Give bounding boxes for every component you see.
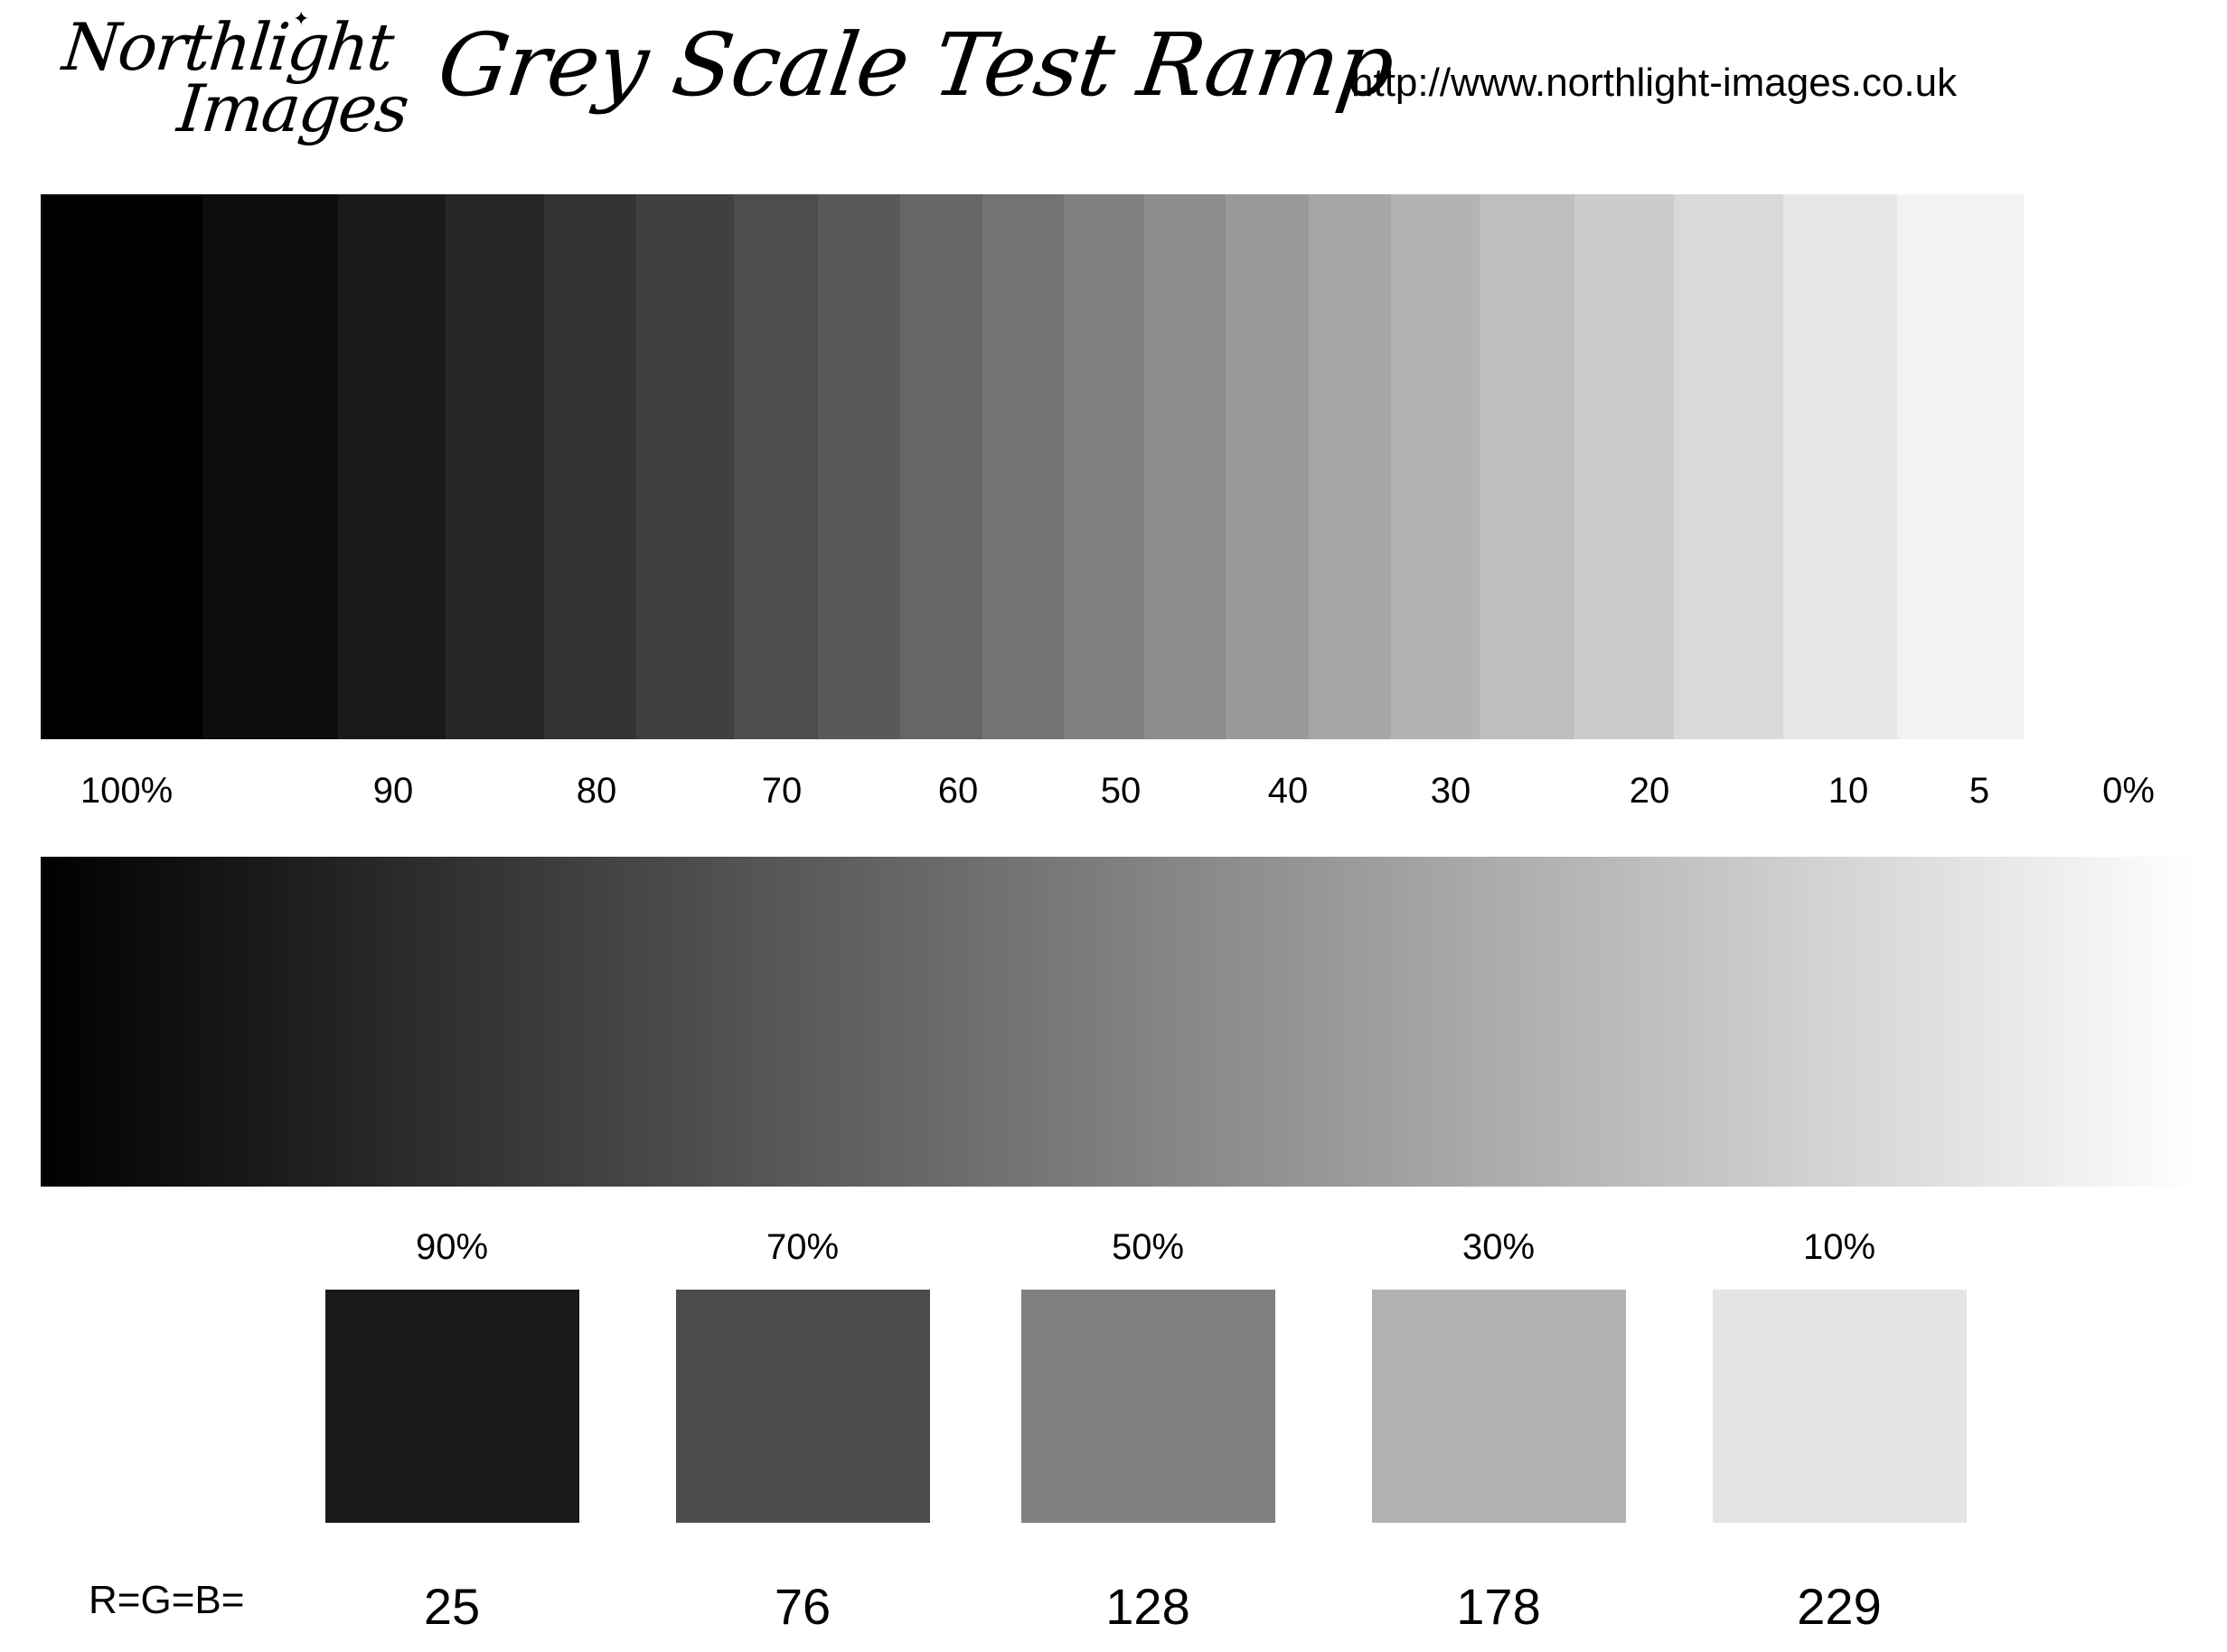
grey-step <box>1226 194 1309 739</box>
step-label: 10 <box>1828 771 1869 811</box>
grey-patch <box>325 1290 579 1523</box>
step-label: 90 <box>372 771 414 811</box>
grey-step <box>1063 194 1145 739</box>
grey-patch <box>1021 1290 1275 1523</box>
grey-step <box>544 194 636 739</box>
grey-step <box>202 194 338 739</box>
step-label: 40 <box>1267 771 1309 811</box>
grey-patch <box>676 1290 930 1523</box>
step-label: 60 <box>937 771 979 811</box>
page-title: Grey Scale Test Ramp <box>432 14 1400 116</box>
grey-step <box>445 194 545 739</box>
patch-percent-label: 10% <box>1802 1227 1876 1267</box>
step-label: 0% <box>2102 771 2155 811</box>
rgb-value: 229 <box>1797 1578 1882 1635</box>
grey-step <box>1391 194 1480 739</box>
grey-patch <box>1372 1290 1626 1523</box>
rgb-value: 25 <box>423 1578 481 1635</box>
step-label: 100% <box>80 771 174 811</box>
grey-step <box>1308 194 1392 739</box>
rgb-value: 76 <box>774 1578 832 1635</box>
logo-line-2: Images <box>174 70 411 146</box>
step-label: 20 <box>1629 771 1670 811</box>
patch-percent-label: 70% <box>766 1227 840 1267</box>
grey-step <box>1144 194 1226 739</box>
logo-star-icon: ✦ <box>293 7 310 30</box>
grey-step <box>818 194 900 739</box>
grey-step <box>1574 194 1674 739</box>
patch-percent-label: 30% <box>1461 1227 1536 1267</box>
grey-step <box>1673 194 1784 739</box>
step-label: 5 <box>1969 771 1990 811</box>
step-ramp-labels: 100% 90 80 70 60 50 40 30 20 10 5 0% <box>0 773 2227 827</box>
grey-patch <box>1713 1290 1967 1523</box>
grey-step <box>41 194 203 739</box>
grey-step <box>1783 194 1897 739</box>
grey-step <box>1896 194 2024 739</box>
website-url: http://www.northlight-images.co.uk <box>1351 61 1958 105</box>
patch-percent-label: 50% <box>1111 1227 1185 1267</box>
step-label: 50 <box>1100 771 1142 811</box>
patch-percent-label: 90% <box>415 1227 489 1267</box>
step-label: 30 <box>1430 771 1471 811</box>
step-label: 80 <box>576 771 617 811</box>
grey-step <box>635 194 734 739</box>
northlight-logo: Northlight ✦ Images <box>56 5 411 150</box>
grey-step <box>1479 194 1575 739</box>
rgb-value: 128 <box>1105 1578 1190 1635</box>
rgb-value: 178 <box>1456 1578 1541 1635</box>
grey-step <box>733 194 819 739</box>
grey-step <box>982 194 1064 739</box>
grey-step <box>899 194 983 739</box>
stepped-grey-ramp <box>41 194 2024 739</box>
grey-step <box>337 194 446 739</box>
rgb-equals-label: R=G=B= <box>89 1578 245 1622</box>
continuous-grey-ramp <box>41 857 2201 1187</box>
step-label: 70 <box>761 771 803 811</box>
